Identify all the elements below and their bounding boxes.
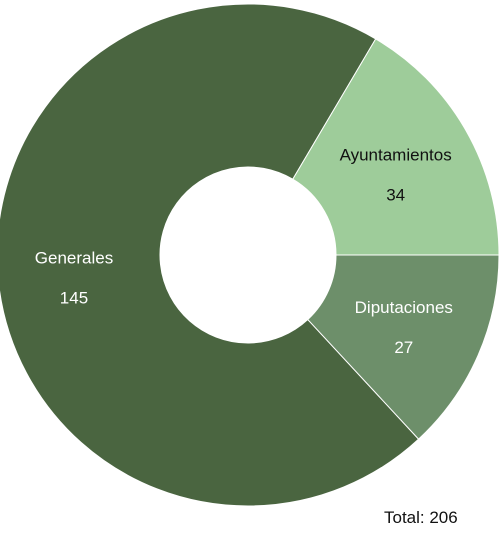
donut-hole	[160, 167, 336, 343]
slice-value-label: 34	[386, 186, 405, 205]
slice-labels: Generales 145 Ayuntamientos 34 Diputaciones 2…	[35, 146, 453, 357]
slice-value-label: 27	[394, 338, 413, 357]
slice-name-label: Generales	[35, 249, 113, 268]
donut-slices	[0, 3, 499, 507]
slice-name-label: Diputaciones	[355, 298, 453, 317]
slice-name-label: Ayuntamientos	[340, 146, 452, 165]
slice-value-label: 145	[60, 289, 88, 308]
total-label: Total: 206	[384, 508, 458, 527]
